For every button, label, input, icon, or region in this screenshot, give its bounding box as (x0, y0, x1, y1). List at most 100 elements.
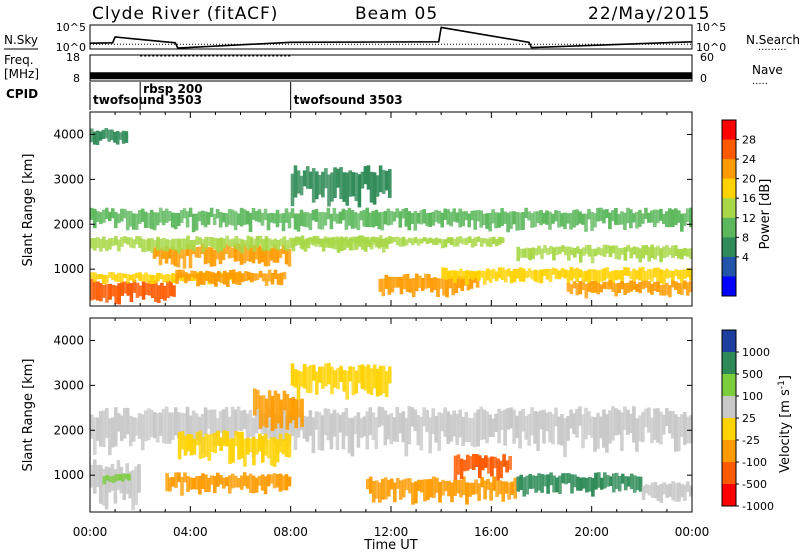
velocity-band-1-cell (122, 472, 127, 500)
power-band-3-cell (155, 245, 160, 257)
power-band-9-cell (525, 247, 529, 259)
power-band-8-cell (677, 270, 681, 280)
power-band-9-cell (620, 247, 625, 255)
power-band-5-cell (623, 212, 627, 230)
velocity-band-8-cell (519, 474, 523, 491)
velocity-band-6-cell (414, 481, 418, 504)
power-band-3-cell (158, 247, 163, 266)
cpid-segment-label: twofsound 3503 (294, 93, 403, 107)
power-band-6-cell (371, 236, 376, 242)
power-band-8-cell (587, 269, 592, 284)
velocity-band-8-cell (612, 473, 616, 493)
power-band-4-cell (198, 237, 202, 245)
power-band-10-cell (665, 282, 669, 296)
power-band-4-cell (324, 239, 329, 248)
power-band-2-cell (187, 273, 191, 281)
velocity-band-0-cell (569, 409, 573, 429)
power-band-5-cell (269, 212, 274, 223)
velocity-y-tick-label: 3000 (53, 378, 84, 392)
power-band-4-cell (279, 238, 284, 247)
velocity-band-6-cell (471, 482, 475, 495)
velocity-band-7-cell (468, 456, 473, 469)
power-band-5-cell (131, 213, 136, 230)
velocity-band-0-cell (308, 410, 313, 437)
power-band-5-cell (353, 212, 358, 229)
velocity-band-3-cell (225, 477, 229, 487)
power-band-1-cell (126, 274, 130, 284)
power-band-8-cell (456, 270, 460, 278)
power-band-11-cell (357, 174, 362, 208)
power-band-9-cell (662, 246, 666, 258)
power-band-9-cell (602, 244, 607, 257)
power-band-6-cell (470, 238, 475, 248)
velocity-band-7-cell (478, 455, 482, 478)
power-band-1-cell (168, 274, 172, 282)
power-x-ticks (89, 112, 693, 306)
velocity-band-0-cell (665, 408, 669, 426)
power-band-9-cell (516, 246, 520, 262)
power-band-5-cell (251, 208, 256, 220)
velocity-band-8-cell (606, 474, 610, 487)
power-band-8-cell (539, 269, 544, 284)
velocity-band-5-cell (270, 395, 275, 431)
velocity-band-10-cell (333, 370, 337, 388)
power-band-5-cell (620, 211, 624, 225)
power-band-9-cell (629, 247, 634, 259)
velocity-band-10-cell (339, 365, 343, 382)
power-band-5-cell (533, 211, 537, 228)
power-band-2-cell (199, 271, 203, 285)
velocity-band-4-cell (198, 430, 203, 460)
power-band-5-cell (338, 211, 343, 224)
velocity-band-4-cell (180, 431, 185, 450)
power-band-6-cell (362, 237, 367, 244)
power-band-5-cell (482, 213, 486, 225)
power-band-5-cell (410, 213, 415, 224)
power-band-10-cell (641, 280, 645, 290)
velocity-colorbar-swatch (722, 418, 736, 441)
power-band-12-cell (107, 129, 111, 142)
power-band-4-cell (282, 236, 287, 250)
velocity-band-3-cell (284, 474, 289, 491)
power-colorbar-frame (721, 119, 737, 297)
power-colorbar-swatch (722, 256, 736, 277)
velocity-band-6-cell (495, 480, 499, 497)
power-band-5-cell (422, 209, 426, 224)
noise-right-label: N.Search (746, 33, 800, 47)
power-band-5-cell (308, 213, 313, 230)
power-band-8-cell (494, 271, 499, 282)
power-band-4-cell (195, 236, 199, 245)
velocity-band-8-cell (597, 472, 601, 488)
power-band-4-cell (258, 235, 263, 245)
velocity-band-8-cell (528, 474, 532, 489)
velocity-band-0-cell (635, 418, 639, 452)
velocity-band-1-cell (93, 459, 97, 494)
noise-left-ticks: 10^5 10^0 (56, 21, 86, 54)
power-band-7-cell (427, 274, 431, 288)
power-band-9-cell (561, 245, 565, 252)
time-axis-labels: 00:00 04:00 08:00 12:00 16:00 20:00 00:00 (73, 525, 710, 539)
power-band-7-cell (408, 278, 413, 293)
velocity-band-8-cell (564, 473, 568, 485)
power-band-8-cell (596, 270, 600, 284)
velocity-band-0-cell (566, 416, 570, 441)
velocity-band-0-cell (311, 417, 316, 454)
velocity-y-tick-label: 1000 (53, 468, 84, 482)
velocity-band-0-cell (245, 413, 250, 451)
velocity-band-0-cell (452, 410, 456, 437)
power-band-1-cell (153, 275, 157, 284)
velocity-band-0-cell (656, 408, 660, 443)
power-band-11-cell (311, 168, 316, 203)
power-band-6-cell (443, 239, 448, 248)
power-band-1-cell (108, 272, 112, 278)
power-band-5-cell (200, 210, 205, 226)
velocity-band-2-cell (117, 474, 122, 481)
power-band-2-cell (237, 271, 242, 285)
power-band-7-cell (445, 278, 449, 298)
power-band-7-cell (399, 276, 404, 295)
power-band-10-cell (686, 282, 690, 296)
velocity-band-2-cell (124, 473, 128, 480)
power-band-10-cell (638, 282, 642, 294)
velocity-colorbar-swatch (722, 440, 736, 463)
power-band-6-cell (374, 239, 379, 248)
